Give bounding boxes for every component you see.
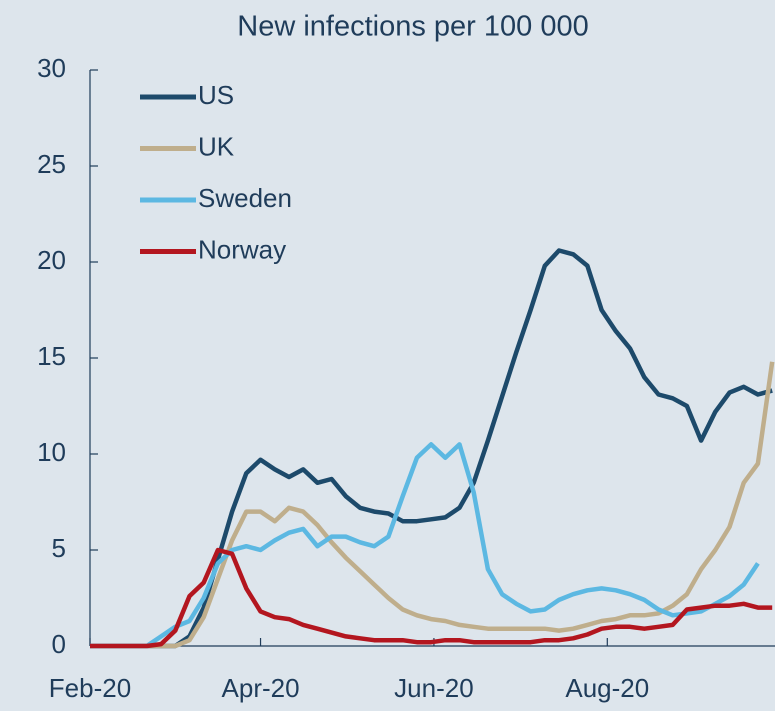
x-tick-label: Feb-20 — [49, 673, 131, 703]
x-tick-label: Apr-20 — [222, 673, 300, 703]
x-tick-label: Jun-20 — [394, 673, 474, 703]
legend-label: UK — [198, 131, 235, 161]
y-tick-label: 10 — [37, 437, 66, 467]
series-line — [90, 248, 773, 649]
series-line — [90, 547, 773, 649]
legend-label: Sweden — [198, 183, 292, 213]
x-tick-label: Aug-20 — [565, 673, 649, 703]
y-tick-label: 30 — [37, 53, 66, 83]
series-line — [90, 361, 775, 649]
y-tick-label: 15 — [37, 341, 66, 371]
y-tick-label: 20 — [37, 245, 66, 275]
y-tick-label: 0 — [52, 629, 66, 659]
series-line — [90, 442, 760, 649]
y-tick-label: 25 — [37, 149, 66, 179]
legend-label: Norway — [198, 234, 286, 264]
y-tick-label: 5 — [52, 533, 66, 563]
chart-title: New infections per 100 000 — [237, 11, 588, 43]
legend-label: US — [198, 80, 234, 110]
